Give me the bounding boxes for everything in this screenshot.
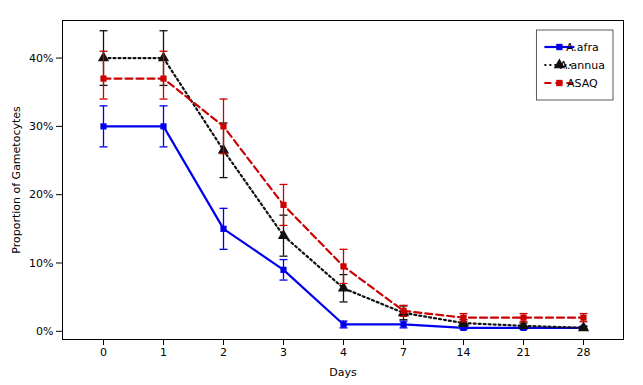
- svg-text:2: 2: [220, 346, 227, 359]
- svg-text:28: 28: [577, 346, 591, 359]
- svg-text:Days: Days: [329, 366, 357, 379]
- svg-text:A.annua: A.annua: [560, 59, 605, 72]
- svg-text:0: 0: [100, 346, 107, 359]
- svg-text:30%: 30%: [29, 120, 53, 133]
- svg-text:ASAQ: ASAQ: [567, 77, 598, 90]
- svg-text:3: 3: [280, 346, 287, 359]
- svg-text:20%: 20%: [29, 188, 53, 201]
- svg-text:Proportion of Gametocytes: Proportion of Gametocytes: [10, 106, 23, 254]
- svg-text:40%: 40%: [29, 52, 53, 65]
- svg-text:1: 1: [160, 346, 167, 359]
- svg-text:14: 14: [457, 346, 471, 359]
- svg-text:0%: 0%: [36, 325, 53, 338]
- svg-text:21: 21: [517, 346, 531, 359]
- svg-text:7: 7: [400, 346, 407, 359]
- svg-text:10%: 10%: [29, 257, 53, 270]
- svg-text:A.afra: A.afra: [566, 41, 599, 54]
- svg-text:4: 4: [340, 346, 347, 359]
